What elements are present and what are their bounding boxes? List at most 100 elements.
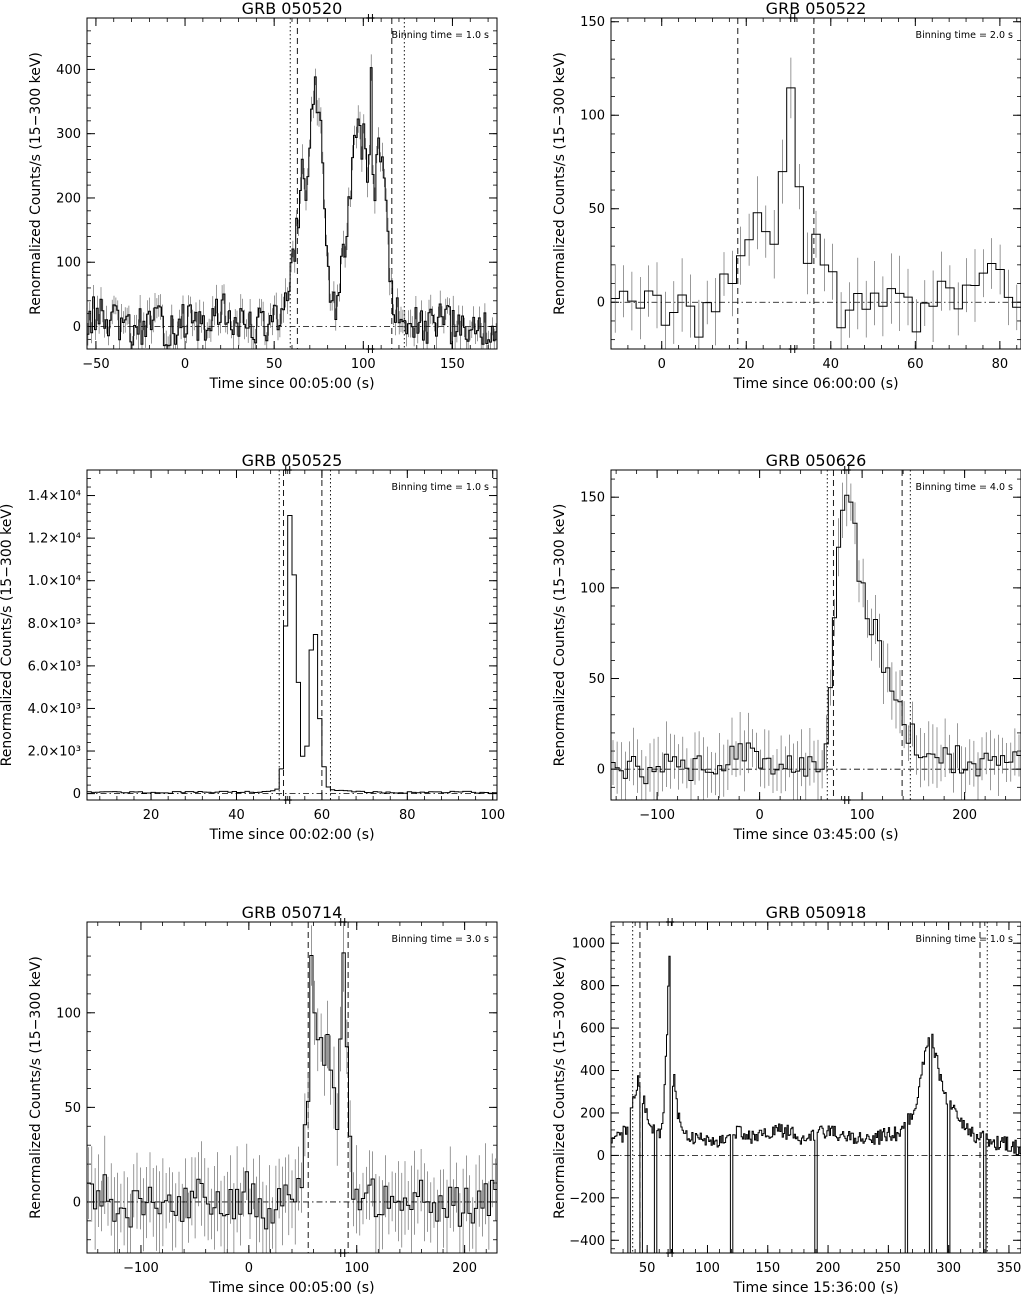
y-tick-label: 300 (56, 127, 81, 142)
x-tick-label: 0 (658, 357, 666, 372)
chart-title: GRB 050714 (242, 903, 343, 922)
y-tick-label: 6.0×10³ (28, 659, 81, 674)
y-axis-label: Renormalized Counts/s (15−300 keV) (28, 956, 44, 1219)
y-tick-label: 100 (56, 256, 81, 271)
binning-note: Binning time = 4.0 s (916, 482, 1013, 493)
x-tick-label: 40 (228, 808, 245, 823)
x-axis-label: Time since 15:36:00 (s) (732, 1280, 898, 1296)
chart-title: GRB 050918 (766, 903, 867, 922)
y-tick-label: 0 (73, 1195, 81, 1210)
x-tick-label: 100 (695, 1261, 720, 1276)
panel-p4: GRB 050626 Time since 03:45:00 (s) Renorma… (552, 451, 1021, 843)
binning-note: Binning time = 1.0 s (392, 30, 489, 41)
y-tick-label: 200 (56, 191, 81, 206)
panel-p2: GRB 050522 Time since 06:00:00 (s) Renorma… (552, 0, 1021, 392)
panel-p1: GRB 050520 Time since 00:05:00 (s) Renorma… (28, 0, 498, 392)
binning-note: Binning time = 2.0 s (916, 30, 1013, 41)
error-bars (87, 54, 497, 349)
x-tick-label: 100 (344, 1261, 369, 1276)
y-tick-label: 600 (580, 1022, 605, 1037)
x-tick-label: 40 (823, 357, 840, 372)
plot-frame (610, 469, 1021, 801)
y-tick-label: 8.0×10³ (28, 617, 81, 632)
panel-p5: GRB 050714 Time since 00:05:00 (s) Renorma… (28, 903, 498, 1296)
x-axis-label: Time since 06:00:00 (s) (732, 376, 898, 392)
y-axis-label: Renormalized Counts/s (15−300 keV) (552, 504, 568, 767)
light-curve (611, 87, 1021, 338)
x-tick-label: 350 (997, 1261, 1021, 1276)
error-bars (612, 470, 1020, 800)
y-tick-label: 0 (597, 296, 605, 311)
x-tick-label: 50 (266, 357, 283, 372)
y-tick-label: 50 (588, 202, 605, 217)
light-curve (87, 515, 497, 794)
x-tick-label: 80 (992, 357, 1009, 372)
plot-frame (86, 17, 498, 350)
y-tick-label: 100 (56, 1006, 81, 1021)
y-tick-label: 150 (580, 491, 605, 506)
chart-title: GRB 050520 (242, 0, 343, 18)
x-tick-label: 20 (143, 808, 160, 823)
x-tick-label: 80 (399, 808, 416, 823)
x-tick-label: 0 (181, 357, 189, 372)
light-curve (611, 494, 1021, 785)
y-tick-label: 100 (580, 109, 605, 124)
x-tick-label: 200 (452, 1261, 477, 1276)
x-tick-label: 250 (876, 1261, 901, 1276)
x-axis-label: Time since 00:02:00 (s) (208, 827, 374, 843)
y-tick-label: 0 (73, 320, 81, 335)
panel-p3: GRB 050525 Time since 00:02:00 (s) Renorma… (0, 451, 505, 843)
y-tick-label: −400 (569, 1234, 605, 1249)
plot-frame (86, 921, 498, 1254)
light-curve (87, 67, 497, 347)
x-tick-label: 100 (351, 357, 376, 372)
x-tick-label: −100 (123, 1261, 159, 1276)
y-axis-label: Renormalized Counts/s (15−300 keV) (28, 52, 44, 315)
y-axis-label: Renormalized Counts/s (15−300 keV) (0, 504, 15, 767)
y-tick-label: 800 (580, 979, 605, 994)
x-tick-label: 60 (314, 808, 331, 823)
x-tick-label: 200 (952, 808, 977, 823)
light-curve (87, 952, 497, 1230)
x-tick-label: 50 (639, 1261, 656, 1276)
y-tick-label: 1.0×10⁴ (28, 574, 81, 589)
y-tick-label: 1.4×10⁴ (28, 489, 81, 504)
error-bars (614, 57, 1018, 349)
light-curve (611, 955, 1021, 1253)
y-tick-label: 1000 (572, 937, 605, 952)
y-tick-label: 50 (64, 1101, 81, 1116)
y-tick-label: −200 (569, 1191, 605, 1206)
y-tick-label: 2.0×10³ (28, 745, 81, 760)
binning-note: Binning time = 1.0 s (916, 934, 1013, 945)
x-tick-label: 150 (440, 357, 465, 372)
x-tick-label: 100 (850, 808, 875, 823)
x-tick-label: 200 (816, 1261, 841, 1276)
x-tick-label: 20 (738, 357, 755, 372)
x-tick-label: 100 (480, 808, 505, 823)
x-tick-label: 150 (755, 1261, 780, 1276)
x-tick-label: 60 (907, 357, 924, 372)
chart-title: GRB 050522 (766, 0, 867, 18)
binning-note: Binning time = 3.0 s (392, 934, 489, 945)
x-tick-label: 300 (936, 1261, 961, 1276)
y-tick-label: 400 (580, 1064, 605, 1079)
chart-title: GRB 050525 (242, 451, 343, 470)
plot-frame (610, 17, 1021, 350)
y-axis-label: Renormalized Counts/s (15−300 keV) (552, 956, 568, 1219)
y-tick-label: 50 (588, 672, 605, 687)
y-tick-label: 0 (73, 787, 81, 802)
binning-note: Binning time = 1.0 s (392, 482, 489, 493)
y-tick-label: 200 (580, 1106, 605, 1121)
error-bars (88, 922, 496, 1253)
x-axis-label: Time since 00:05:00 (s) (208, 1280, 374, 1296)
x-tick-label: 0 (755, 808, 763, 823)
x-axis-label: Time since 03:45:00 (s) (732, 827, 898, 843)
plot-frame (86, 469, 498, 801)
x-tick-label: −50 (82, 357, 109, 372)
y-tick-label: 0 (597, 763, 605, 778)
chart-title: GRB 050626 (766, 451, 867, 470)
x-axis-label: Time since 00:05:00 (s) (208, 376, 374, 392)
y-tick-label: 1.2×10⁴ (28, 532, 81, 547)
x-tick-label: 0 (245, 1261, 253, 1276)
